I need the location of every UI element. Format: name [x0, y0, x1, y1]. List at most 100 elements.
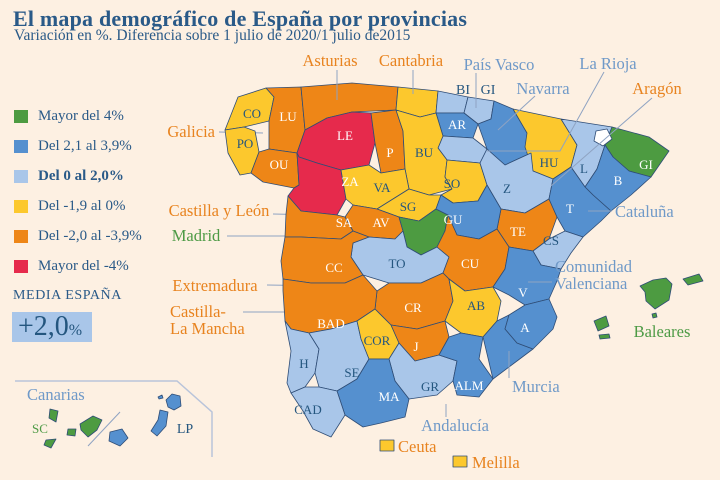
region-label-murcia: Murcia — [512, 377, 560, 396]
navarra-pointer-line — [497, 95, 536, 131]
island-la-palma — [48, 408, 59, 423]
province-malaga — [336, 358, 410, 428]
province-code-PO: PO — [237, 136, 254, 151]
region-label-galicia: Galicia — [167, 122, 215, 141]
media-espana-label: MEDIA ESPAÑA — [13, 288, 122, 303]
island-la-gomera — [66, 428, 77, 437]
province-code-ALM: ALM — [455, 378, 484, 393]
province-code-BI: BI — [456, 83, 470, 98]
province-code-CO: CO — [243, 106, 261, 121]
region-label-asturias: Asturias — [303, 51, 358, 70]
region-label-cataluna: Cataluña — [615, 202, 674, 221]
legend-item-lightblue: Del 0 al 2,0% — [14, 166, 124, 186]
province-code-H: H — [299, 356, 308, 371]
ceuta-melilla — [379, 439, 468, 468]
island-tenerife — [79, 415, 103, 438]
province-huelva — [284, 320, 320, 394]
legend-item-yellow: Del -1,9 al 0% — [14, 196, 125, 216]
island-cabrera — [651, 312, 658, 319]
andorra-shape — [593, 128, 613, 147]
region-label-navarra: Navarra — [516, 79, 570, 98]
province-code-CR: CR — [404, 300, 422, 315]
region-label-cantabria: Cantabria — [379, 51, 444, 70]
province-code-BAD: BAD — [317, 316, 344, 331]
province-code-V: V — [518, 285, 528, 300]
province-code-CC: CC — [325, 260, 342, 275]
region-label-extremadura: Extremadura — [172, 276, 258, 295]
region-label-andalucia: Andalucía — [421, 416, 489, 435]
island-gran-canaria — [108, 428, 129, 447]
region-label-castilla-la-mancha-line2: La Mancha — [170, 319, 245, 338]
region-label-madrid: Madrid — [172, 226, 221, 245]
page-title: El mapa demográfico de España por provin… — [13, 5, 468, 31]
island-formentera — [598, 333, 611, 340]
region-label-ceuta: Ceuta — [398, 437, 437, 456]
legend-swatch-lightblue — [14, 169, 28, 183]
legend-swatch-blue — [14, 139, 28, 153]
provinces — [224, 82, 670, 438]
ceuta-swatch — [379, 439, 395, 452]
province-code-COR: COR — [364, 333, 391, 348]
region-label-pais-vasco: País Vasco — [464, 55, 535, 74]
region-label-la-rioja: La Rioja — [579, 54, 637, 73]
province-code-GU: GU — [444, 212, 463, 227]
province-cadiz — [290, 386, 346, 438]
region-label-aragon: Aragón — [632, 79, 681, 98]
island-la-graciosa — [157, 394, 164, 400]
legend-label: Del -2,0 al -3,9% — [38, 227, 142, 244]
province-code-Z: Z — [503, 181, 511, 196]
region-label-baleares: Baleares — [634, 322, 691, 341]
island-fuerteventura — [150, 409, 169, 437]
region-label-comunidad-valenciana-line1: Comunidad — [555, 257, 633, 276]
province-code-labels: CO LU PO OU LE ZA P BU VA SO SG SA AV AR… — [32, 83, 653, 437]
legend-item-orange: Del -2,0 al -3,9% — [14, 226, 142, 246]
region-label-comunidad-valenciana-line2: Valenciana — [555, 274, 628, 293]
region-label-castilla-y-leon: Castilla y León — [169, 201, 270, 220]
melilla-swatch — [452, 455, 468, 468]
province-code-HU: HU — [540, 155, 559, 170]
region-labels: Asturias Cantabria País Vasco Navarra La… — [27, 51, 690, 472]
province-code-LE: LE — [337, 128, 353, 143]
province-code-SC: SC — [32, 421, 48, 436]
province-code-CS: CS — [543, 233, 559, 248]
legend-swatch-red — [14, 259, 28, 273]
region-label-castilla-la-mancha-line1: Castilla- — [170, 302, 226, 321]
legend-label: Mayor del 4% — [38, 107, 124, 124]
region-label-melilla: Melilla — [472, 453, 520, 472]
province-code-T: T — [566, 201, 574, 216]
canarias-inset — [15, 380, 213, 457]
legend-label: Mayor del -4% — [38, 257, 129, 274]
province-code-TE: TE — [510, 224, 526, 239]
province-alicante — [504, 298, 558, 350]
province-code-SE: SE — [344, 365, 359, 380]
media-espana-unit: % — [68, 322, 83, 339]
island-el-hierro — [43, 438, 57, 449]
legend-swatch-green — [14, 109, 28, 123]
province-code-P: P — [386, 145, 393, 160]
province-code-ZA: ZA — [341, 174, 359, 189]
legend-label: Del 0 al 2,0% — [38, 167, 124, 184]
legend-label: Del 2,1 al 3,9% — [38, 137, 132, 154]
province-code-SG: SG — [400, 199, 417, 214]
island-mallorca — [639, 277, 673, 310]
aragon-pointer-line — [550, 97, 653, 187]
island-ibiza — [593, 315, 610, 332]
province-albacete — [444, 278, 502, 338]
canarias-inset-border — [15, 380, 213, 457]
la-rioja-pointer-line — [487, 71, 605, 152]
province-valencia — [492, 246, 562, 306]
legend-item-green: Mayor del 4% — [14, 106, 124, 126]
canarias-province-divider — [87, 411, 121, 447]
province-code-J: J — [413, 339, 418, 354]
province-code-VA: VA — [373, 180, 391, 195]
province-code-GR: GR — [421, 379, 439, 394]
province-code-AV: AV — [372, 215, 390, 230]
region-label-canarias: Canarias — [27, 385, 85, 404]
province-code-TO: TO — [388, 256, 405, 271]
province-code-CU: CU — [461, 256, 480, 271]
island-lanzarote — [165, 393, 182, 411]
legend-item-blue: Del 2,1 al 3,9% — [14, 136, 132, 156]
province-code-SA: SA — [336, 215, 353, 230]
